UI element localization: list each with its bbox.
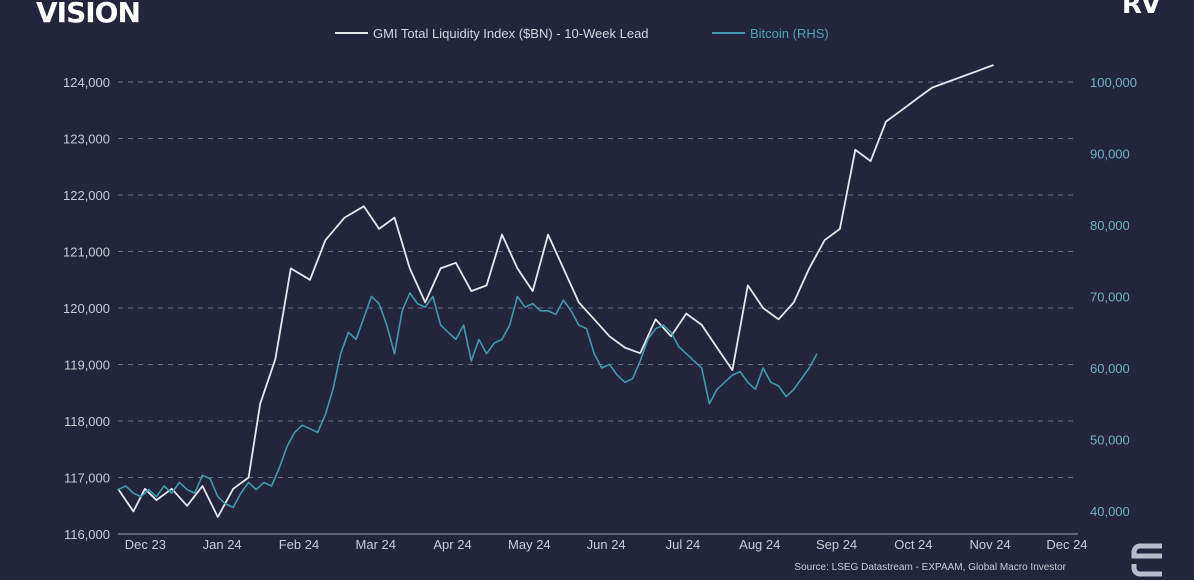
x-tick-label: Sep 24 [816, 537, 857, 552]
bitcoin-series-line [117, 292, 818, 509]
y-left-tick-label: 124,000 [63, 75, 110, 90]
y-right-tick-label: 60,000 [1090, 361, 1130, 376]
x-tick-label: May 24 [508, 537, 551, 552]
y-right-tick-label: 80,000 [1090, 218, 1130, 233]
y-left-tick-label: 120,000 [63, 301, 110, 316]
y-right-tick-label: 70,000 [1090, 290, 1130, 305]
y-left-tick-label: 118,000 [64, 414, 110, 429]
brand-logo-rv: RV [1121, 0, 1161, 20]
y-axis-left: 116,000 117,000 118,000 119,000 120,000 121,0… [63, 75, 110, 542]
legend-label-liquidity: GMI Total Liquidity Index ($BN) - 10-Wee… [373, 26, 649, 41]
gridlines [118, 81, 1078, 535]
x-tick-label: Aug 24 [739, 537, 780, 552]
y-left-tick-label: 119,000 [64, 358, 110, 373]
y-right-tick-label: 40,000 [1090, 504, 1130, 519]
x-tick-label: Jan 24 [203, 537, 242, 552]
y-left-tick-label: 117,000 [64, 471, 110, 486]
x-tick-label: Jul 24 [666, 537, 701, 552]
x-tick-label: Dec 23 [125, 537, 166, 552]
y-left-tick-label: 123,000 [63, 132, 110, 147]
x-tick-label: Jun 24 [587, 537, 626, 552]
legend: GMI Total Liquidity Index ($BN) - 10-Wee… [335, 26, 829, 41]
y-left-tick-label: 121,000 [63, 245, 110, 260]
x-tick-label: Apr 24 [433, 537, 471, 552]
y-axis-right: 40,000 50,000 60,000 70,000 80,000 90,000 100,… [1090, 75, 1137, 519]
x-tick-label: Feb 24 [279, 537, 319, 552]
x-tick-label: Nov 24 [970, 537, 1011, 552]
legend-label-bitcoin: Bitcoin (RHS) [750, 26, 829, 41]
series-lines [117, 64, 994, 518]
x-tick-label: Dec 24 [1046, 537, 1087, 552]
brand-logo-vision: VISION [36, 0, 141, 29]
gmi-logo-icon [1131, 543, 1162, 577]
y-left-tick-label: 122,000 [63, 188, 110, 203]
x-tick-label: Oct 24 [894, 537, 932, 552]
source-note: Source: LSEG Datastream - EXPAAM, Global… [794, 562, 1066, 573]
x-tick-label: Mar 24 [356, 537, 396, 552]
x-axis: Dec 23 Jan 24 Feb 24 Mar 24 Apr 24 May 24 Jun … [125, 537, 1088, 552]
y-right-tick-label: 90,000 [1090, 147, 1130, 162]
y-right-tick-label: 100,000 [1090, 75, 1137, 90]
y-right-tick-label: 50,000 [1090, 433, 1130, 448]
liquidity-series-line [117, 64, 994, 518]
y-left-tick-label: 116,000 [64, 527, 110, 542]
